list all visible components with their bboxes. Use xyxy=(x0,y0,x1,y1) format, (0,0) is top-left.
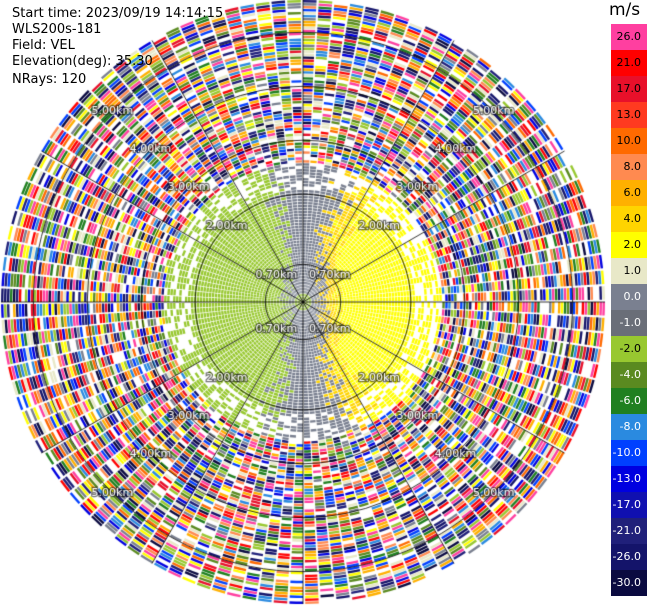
colorbar-tick-label: 21.0 xyxy=(617,56,642,69)
colorbar-segment xyxy=(611,154,647,181)
colorbar-segment xyxy=(611,388,647,415)
colorbar-tick-label: 2.0 xyxy=(624,238,642,251)
colorbar-segment xyxy=(611,76,647,103)
colorbar-segment xyxy=(611,310,647,337)
colorbar-tick-label: -30.0 xyxy=(613,576,641,589)
colorbar-segment xyxy=(611,284,647,311)
colorbar-tick-label: 0.0 xyxy=(624,290,642,303)
colorbar-segment xyxy=(611,180,647,207)
colorbar-tick-label: 17.0 xyxy=(617,82,642,95)
colorbar-tick-label: -4.0 xyxy=(620,368,641,381)
colorbar-segment xyxy=(611,414,647,441)
colorbar-segment xyxy=(611,128,647,155)
colorbar-segment xyxy=(611,544,647,571)
colorbar-segment xyxy=(611,570,647,596)
colorbar-tick-label: -13.0 xyxy=(613,472,641,485)
colorbar-segment xyxy=(611,336,647,363)
colorbar-tick-label: -2.0 xyxy=(620,342,641,355)
colorbar-tick-label: -17.0 xyxy=(613,498,641,511)
colorbar-tick-label: -10.0 xyxy=(613,446,641,459)
colorbar-tick-label: 13.0 xyxy=(617,108,642,121)
field-text: Field: VEL xyxy=(12,38,75,53)
elevation-text: Elevation(deg): 35.30 xyxy=(12,54,153,69)
colorbar-segment xyxy=(611,102,647,129)
colorbar-segment xyxy=(611,258,647,285)
colorbar-tick-label: -1.0 xyxy=(620,316,641,329)
colorbar-segment xyxy=(611,232,647,259)
colorbar-segment xyxy=(611,518,647,545)
colorbar-tick-label: 26.0 xyxy=(617,30,642,43)
colorbar: 26.0 21.0 17.0 13.0 10.0 8.0 6.0 4.0 2.0 1.0 0.0 -1… xyxy=(611,24,647,596)
instrument-text: WLS200s-181 xyxy=(12,22,102,37)
colorbar-segment xyxy=(611,466,647,493)
start-time-text: Start time: 2023/09/19 14:14:15 xyxy=(12,6,224,21)
colorbar-tick-label: 1.0 xyxy=(624,264,642,277)
colorbar-segment xyxy=(611,492,647,519)
colorbar-segment xyxy=(611,50,647,77)
colorbar-unit-label: m/s xyxy=(609,0,641,20)
colorbar-tick-label: 8.0 xyxy=(624,160,642,173)
colorbar-tick-label: 10.0 xyxy=(617,134,642,147)
colorbar-segment xyxy=(611,362,647,389)
colorbar-tick-label: -26.0 xyxy=(613,550,641,563)
colorbar-tick-label: -6.0 xyxy=(620,394,641,407)
colorbar-segment xyxy=(611,440,647,467)
colorbar-tick-label: -21.0 xyxy=(613,524,641,537)
colorbar-tick-label: 4.0 xyxy=(624,212,642,225)
nrays-text: NRays: 120 xyxy=(12,72,87,87)
colorbar-tick-label: -8.0 xyxy=(620,420,641,433)
colorbar-tick-label: 6.0 xyxy=(624,186,642,199)
colorbar-segment xyxy=(611,24,647,51)
colorbar-segment xyxy=(611,206,647,233)
